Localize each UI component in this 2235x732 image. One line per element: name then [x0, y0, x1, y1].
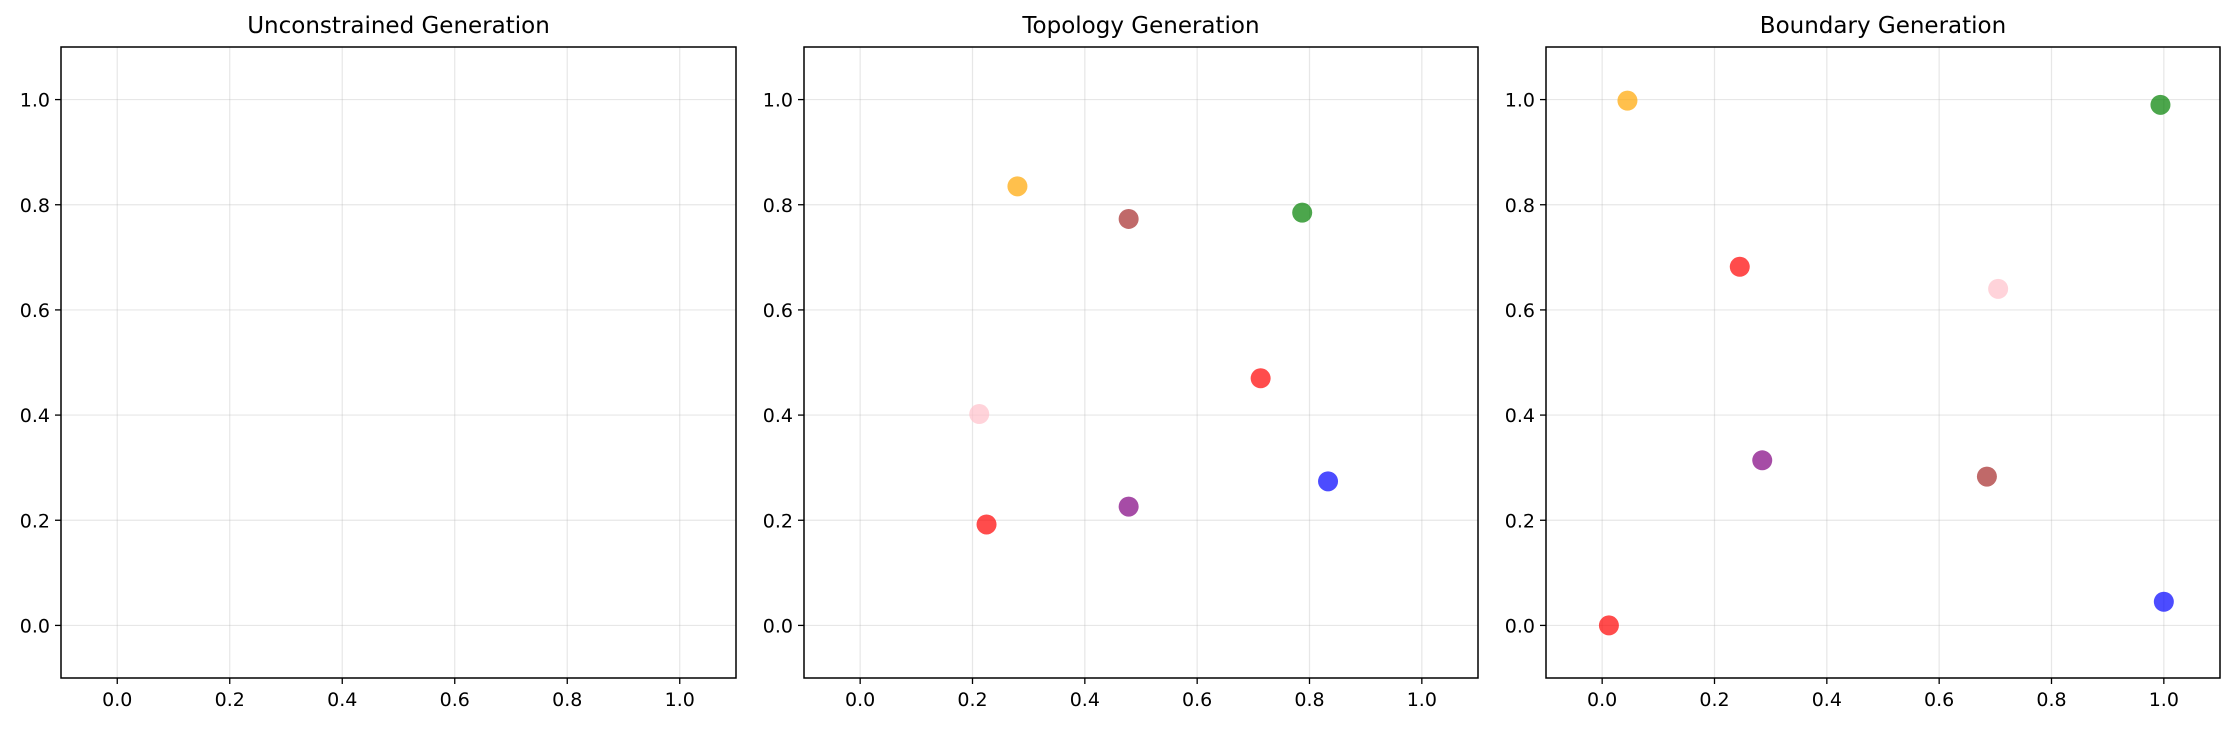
y-tick-label: 0.8	[20, 195, 50, 217]
y-tick-label: 0.0	[20, 615, 50, 637]
data-point	[1318, 471, 1339, 492]
y-tick-label: 0.6	[1505, 300, 1535, 322]
x-tick-label: 0.6	[440, 689, 470, 711]
chart-title: Topology Generation	[1021, 13, 1259, 39]
plot-area	[61, 47, 736, 678]
y-tick-label: 0.6	[20, 300, 50, 322]
data-point	[1598, 615, 1619, 636]
x-tick-label: 1.0	[2149, 689, 2179, 711]
data-point	[969, 404, 990, 425]
data-point	[1118, 496, 1139, 517]
chart-title: Unconstrained Generation	[247, 13, 550, 39]
plot-area	[1546, 47, 2220, 678]
data-point	[1292, 202, 1313, 223]
x-tick-label: 0.8	[552, 689, 582, 711]
data-point	[2150, 94, 2171, 115]
panel-unconstrained-generation: Unconstrained Generation 0.0 0.2 0.4 0.6 0.8…	[20, 13, 737, 711]
data-point	[1988, 278, 2009, 299]
data-point	[976, 514, 997, 535]
y-tick-label: 0.2	[20, 510, 50, 532]
x-tick-label: 0.6	[1924, 689, 1954, 711]
axes-frame	[803, 46, 1479, 679]
y-tick-label: 1.0	[1505, 90, 1535, 112]
data-point	[1617, 90, 1638, 111]
x-tick-label: 0.8	[2036, 689, 2066, 711]
data-point	[2153, 591, 2174, 612]
plot-area	[804, 47, 1478, 678]
y-tick-label: 1.0	[763, 90, 793, 112]
y-tick-label: 0.0	[763, 615, 793, 637]
panel-topology-generation: Topology Generation 0.0 0.2 0.4 0.6 0.8 1.0 0.…	[763, 13, 1479, 711]
x-tick-label: 0.0	[845, 689, 875, 711]
x-tick-label: 0.0	[1587, 689, 1617, 711]
data-point	[1976, 466, 1997, 487]
y-tick-label: 0.4	[1505, 405, 1535, 427]
x-tick-label: 0.8	[1294, 689, 1324, 711]
data-point	[1729, 256, 1750, 277]
x-tick-label: 0.0	[102, 689, 132, 711]
x-tick-label: 0.4	[327, 689, 357, 711]
x-tick-label: 1.0	[665, 689, 695, 711]
chart-title: Boundary Generation	[1760, 13, 2006, 39]
y-tick-label: 0.0	[1505, 615, 1535, 637]
data-point	[1118, 208, 1139, 229]
axes-frame	[60, 46, 737, 679]
x-tick-label: 0.4	[1070, 689, 1100, 711]
panel-boundary-generation: Boundary Generation 0.0 0.2 0.4 0.6 0.8 1.0 0.…	[1505, 13, 2221, 711]
y-tick-label: 0.2	[1505, 510, 1535, 532]
x-tick-label: 1.0	[1407, 689, 1437, 711]
y-tick-label: 0.8	[763, 195, 793, 217]
x-tick-label: 0.2	[215, 689, 245, 711]
x-tick-label: 0.2	[1699, 689, 1729, 711]
data-point	[1250, 368, 1271, 389]
y-tick-label: 0.4	[763, 405, 793, 427]
x-tick-label: 0.6	[1182, 689, 1212, 711]
data-point	[1007, 176, 1028, 197]
y-tick-label: 1.0	[20, 90, 50, 112]
x-tick-label: 0.2	[957, 689, 987, 711]
y-tick-label: 0.2	[763, 510, 793, 532]
y-tick-label: 0.6	[763, 300, 793, 322]
data-point	[1752, 450, 1773, 471]
y-tick-label: 0.8	[1505, 195, 1535, 217]
x-tick-label: 0.4	[1812, 689, 1842, 711]
y-tick-label: 0.4	[20, 405, 50, 427]
axes-frame	[1545, 46, 2221, 679]
